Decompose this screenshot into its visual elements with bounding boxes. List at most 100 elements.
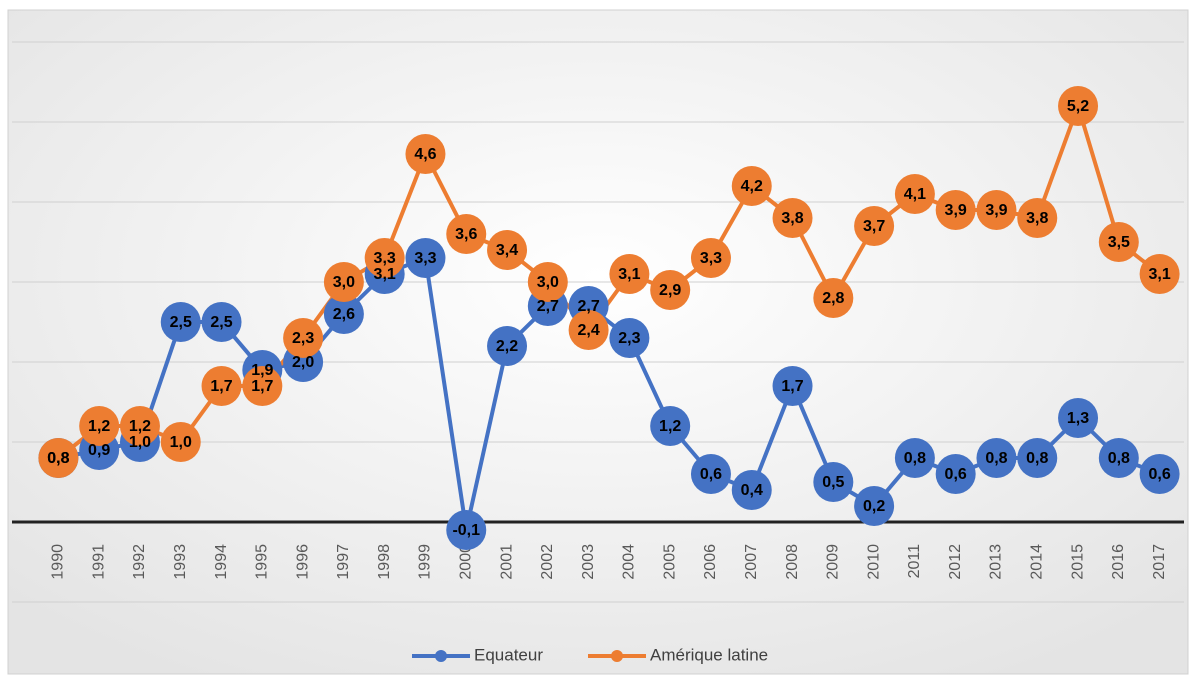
data-label: 3,5 [1108,234,1130,251]
data-label: 0,8 [904,450,926,467]
data-label: 2,5 [210,314,232,331]
marker [283,318,324,358]
marker [323,262,364,302]
data-label: 3,8 [781,210,803,227]
x-tick-label: 1990 [50,544,67,580]
marker [487,326,528,366]
data-label: 3,1 [618,266,640,283]
x-tick-label: 2004 [621,544,638,580]
marker [609,254,650,294]
x-tick-label: 1995 [254,544,271,580]
marker [1098,222,1139,262]
data-label: 1,3 [1067,410,1089,427]
x-tick-label: 2000 [457,544,474,580]
marker [160,422,201,462]
data-label: 3,9 [945,202,967,219]
data-label: -0,1 [452,522,480,539]
marker [813,462,854,502]
marker [364,238,405,278]
data-label: 0,6 [700,466,722,483]
data-label: 2,7 [537,298,559,315]
x-tick-label: 2017 [1151,544,1168,580]
data-label: 3,0 [333,274,355,291]
data-label: 1,7 [781,378,803,395]
marker [1017,438,1058,478]
marker [160,302,201,342]
data-label: 3,6 [455,226,477,243]
x-tick-label: 1994 [213,544,230,580]
marker [119,406,160,446]
x-tick-label: 1992 [131,544,148,580]
data-label: 2,4 [577,322,599,339]
marker [1017,198,1058,238]
data-label: 2,0 [292,354,314,371]
marker [79,406,120,446]
marker [1058,86,1099,126]
marker [323,294,364,334]
data-label: 1,2 [659,418,681,435]
data-label: 0,5 [822,474,844,491]
series-line [58,255,1161,531]
marker [731,166,772,206]
data-label: 3,0 [537,274,559,291]
data-label: 2,2 [496,338,518,355]
x-tick-label: 1991 [90,544,107,580]
x-tick-label: 2011 [906,544,923,579]
data-label: 0,8 [1026,450,1048,467]
data-label: 3,3 [700,250,722,267]
marker [650,406,691,446]
data-label: 1,7 [210,378,232,395]
data-label: 0,4 [741,482,763,499]
marker [405,238,446,278]
x-tick-label: 1998 [376,544,393,580]
x-tick-label: 1993 [172,544,189,580]
data-label: 3,7 [863,218,885,235]
data-label: 2,3 [292,330,314,347]
x-tick-label: 2009 [825,544,842,580]
marker [609,318,650,358]
legend-marker [435,650,447,662]
marker [854,486,895,526]
x-tick-label: 2012 [947,544,964,580]
data-label: 2,7 [577,298,599,315]
x-tick-label: 2008 [784,544,801,580]
legend-label: Equateur [474,645,543,664]
data-label: 1,0 [129,434,151,451]
data-label: 2,6 [333,306,355,323]
marker [446,214,487,254]
x-tick-label: 2006 [702,544,719,580]
marker [731,470,772,510]
marker [242,366,283,406]
data-label: 5,2 [1067,98,1089,115]
x-tick-label: 2016 [1110,544,1127,580]
data-label: 3,1 [1148,266,1170,283]
data-label: 3,9 [985,202,1007,219]
marker [894,438,935,478]
data-label: 2,5 [170,314,192,331]
data-label: 4,2 [741,178,763,195]
marker [1139,254,1180,294]
data-label: 0,8 [47,450,69,467]
marker [1098,438,1139,478]
marker [446,510,487,550]
x-tick-label: 2001 [498,544,515,580]
data-label: 1,9 [251,362,273,379]
data-label: 1,7 [251,378,273,395]
marker [201,302,242,342]
data-label: 0,8 [1108,450,1130,467]
data-label: 3,8 [1026,210,1048,227]
marker [650,270,691,310]
data-label: 1,2 [88,418,110,435]
x-tick-label: 1999 [417,544,434,580]
data-label: 0,6 [1148,466,1170,483]
data-label: 4,1 [904,186,926,203]
data-label: 0,8 [985,450,1007,467]
x-tick-label: 1997 [335,544,352,580]
data-label: 1,2 [129,418,151,435]
data-label: 1,0 [170,434,192,451]
data-label: 3,1 [374,266,396,283]
marker [568,310,609,350]
marker [38,438,79,478]
